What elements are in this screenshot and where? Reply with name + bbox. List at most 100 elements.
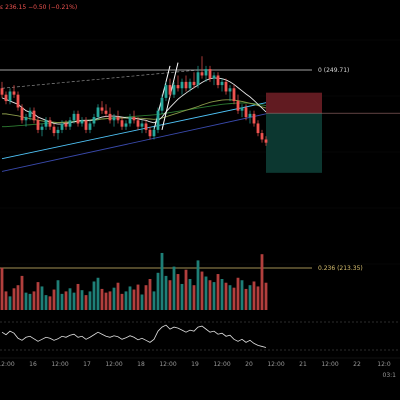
volume-bar	[172, 266, 176, 310]
candle-body	[136, 120, 140, 127]
candle-body	[140, 123, 144, 127]
volume-bar	[216, 274, 220, 310]
x-axis-tick-label: 12:00	[51, 361, 68, 368]
volume-bar	[72, 292, 76, 310]
candle-body	[112, 117, 116, 121]
candle-body	[196, 72, 200, 86]
volume-bar	[168, 280, 172, 310]
candle-body	[52, 126, 56, 134]
candle-body	[68, 120, 72, 127]
volume-bar	[232, 287, 236, 310]
volume-bar	[80, 290, 84, 310]
volume-bar	[16, 285, 20, 310]
x-axis-tick-label: 17	[83, 361, 91, 368]
candle-body	[236, 101, 240, 111]
stop-loss-zone	[266, 92, 322, 114]
x-axis-tick-label: 22	[353, 361, 361, 368]
candle-body	[240, 107, 244, 111]
volume-bar	[40, 286, 44, 310]
candle-body	[92, 117, 96, 124]
volume-bar	[208, 280, 212, 310]
volume-bar	[48, 296, 52, 310]
volume-bar	[52, 289, 56, 310]
volume-bar	[224, 282, 228, 310]
fib-level-0-label: 0 (249.71)	[318, 67, 349, 74]
volume-bar	[256, 286, 260, 310]
candle-body	[12, 91, 16, 95]
volume-bar	[56, 280, 60, 310]
candle-body	[80, 120, 84, 124]
x-axis-tick-label: 12:00	[159, 361, 176, 368]
volume-bar	[248, 285, 252, 310]
candle-body	[76, 113, 80, 124]
x-axis-tick-label: 18	[137, 361, 145, 368]
x-axis-tick-label: 12:00	[0, 361, 15, 368]
candle-body	[116, 117, 120, 121]
volume-bar	[136, 284, 140, 310]
x-axis-tick-label: 19	[191, 361, 199, 368]
candle-body	[56, 129, 60, 134]
candle-body	[60, 123, 64, 130]
volume-bar	[180, 283, 184, 310]
volume-bar	[108, 291, 112, 310]
candle-body	[164, 85, 168, 98]
volume-bar	[176, 274, 180, 310]
price-header-change: −0.50 (−0.21%)	[28, 4, 78, 11]
volume-bar	[184, 269, 188, 310]
volume-bar	[64, 291, 68, 310]
x-axis-tick-label: 21	[299, 361, 307, 368]
volume-bar	[264, 282, 268, 310]
x-axis-tick-label: 12:00	[321, 361, 338, 368]
volume-bar	[252, 281, 256, 310]
candle-body	[120, 120, 124, 127]
candle-body	[188, 81, 192, 89]
volume-bar	[92, 281, 96, 310]
volume-bar	[20, 275, 24, 310]
x-axis-tick-label: 12:0	[377, 361, 391, 368]
candle-body	[168, 85, 172, 95]
candle-body	[96, 107, 100, 118]
volume-bar	[140, 294, 144, 310]
candle-body	[184, 81, 188, 89]
take-profit-zone	[266, 113, 322, 173]
volume-bar	[144, 285, 148, 310]
candle-body	[220, 81, 224, 86]
volume-bar	[88, 291, 92, 310]
volume-bar	[164, 275, 168, 310]
volume-bar	[156, 272, 160, 310]
trend-line-dashed	[1, 69, 199, 89]
candle-body	[124, 123, 128, 127]
volume-bar	[188, 279, 192, 310]
candle-body	[256, 123, 260, 134]
volume-bar	[148, 279, 152, 310]
volume-bar	[12, 288, 16, 310]
volume-bar	[60, 293, 64, 310]
volume-bar	[160, 252, 164, 310]
volume-bar	[24, 292, 28, 310]
volume-bar	[212, 282, 216, 310]
volume-bar	[0, 267, 4, 310]
candle-body	[40, 126, 44, 130]
candle-body	[212, 75, 216, 79]
candle-body	[32, 110, 36, 121]
candle-body	[176, 85, 180, 89]
candle-body	[20, 107, 24, 121]
candle-body	[24, 117, 28, 121]
candle-body	[260, 133, 264, 140]
candle-body	[88, 123, 92, 130]
volume-bar	[28, 293, 32, 310]
volume-bar	[220, 279, 224, 310]
volume-bar	[192, 285, 196, 310]
candle-body	[4, 94, 8, 102]
volume-bar	[240, 280, 244, 310]
volume-bar	[100, 288, 104, 310]
volume-bar	[32, 291, 36, 310]
x-axis-tick-label: 12:00	[213, 361, 230, 368]
volume-bar	[236, 277, 240, 310]
volume-bar	[36, 282, 40, 310]
candle-body	[200, 72, 204, 76]
bottom-right-time: 03:1	[383, 372, 397, 379]
candle-body	[8, 91, 12, 102]
volume-bar	[4, 291, 8, 310]
